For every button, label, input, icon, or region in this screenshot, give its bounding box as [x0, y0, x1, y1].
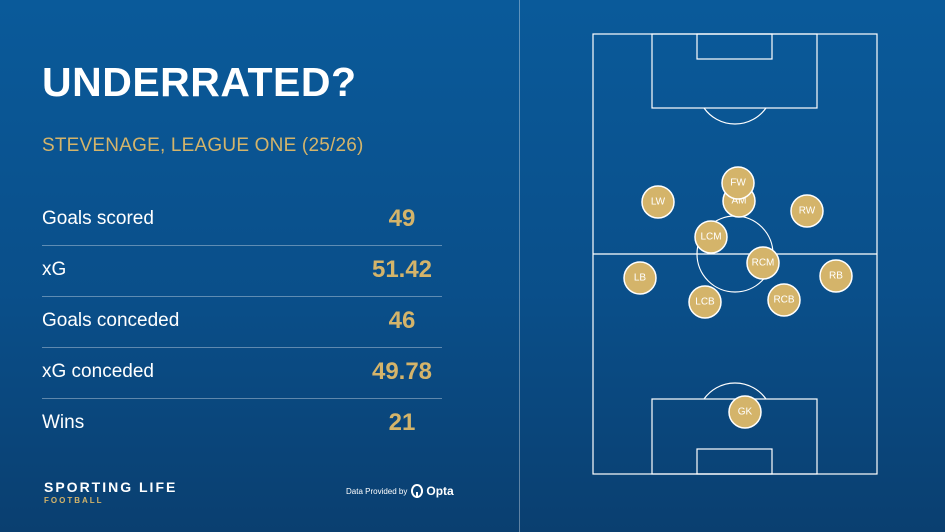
stat-row-xg: xG 51.42	[42, 246, 442, 297]
page-title: UNDERRATED?	[42, 59, 357, 105]
bottom-penalty-arc	[703, 382, 767, 400]
player-marker	[694, 220, 728, 254]
bottom-goal-box	[696, 448, 773, 475]
player-lb: LB	[623, 261, 657, 295]
player-position-label: LW	[651, 197, 666, 208]
stat-row-goals-conceded: Goals conceded 46	[42, 297, 442, 348]
player-position-label: LCB	[695, 297, 715, 308]
player-position-label: GK	[738, 407, 753, 418]
panel-divider	[519, 0, 520, 532]
top-penalty-box	[651, 33, 818, 109]
top-penalty-arc	[703, 107, 767, 125]
provider-name: Opta	[426, 484, 454, 498]
player-position-label: AM	[732, 196, 747, 207]
player-marker	[746, 246, 780, 280]
player-position-label: RW	[799, 206, 816, 217]
player-marker	[819, 259, 853, 293]
formation-players: LW AM FW RW LCM RCM LB RB LCB RCB GK	[623, 166, 853, 429]
stats-table: Goals scored 49 xG 51.42 Goals conceded …	[42, 195, 442, 449]
player-rw: RW	[790, 194, 824, 228]
player-position-label: RCB	[773, 295, 794, 306]
brand-name: SPORTING LIFE	[44, 479, 178, 495]
player-position-label: LB	[634, 273, 647, 284]
stat-label: Wins	[42, 412, 85, 433]
player-position-label: RB	[829, 271, 843, 282]
pitch-diagram: LW AM FW RW LCM RCM LB RB LCB RCB GK	[592, 33, 878, 475]
player-rcm: RCM	[746, 246, 780, 280]
player-lw: LW	[641, 185, 675, 219]
stat-value: 46	[388, 307, 416, 334]
player-position-label: FW	[730, 178, 746, 189]
stat-value: 49.78	[371, 358, 433, 385]
data-provider: Data Provided by Opta	[346, 484, 454, 498]
provider-text: Data Provided by	[346, 486, 408, 496]
stat-label: Goals conceded	[42, 310, 180, 331]
stat-value: 51.42	[371, 256, 433, 283]
player-lcm: LCM	[694, 220, 728, 254]
player-rcb: RCB	[767, 283, 801, 317]
player-marker	[721, 166, 755, 200]
stat-row-xg-conceded: xG conceded 49.78	[42, 348, 442, 399]
stat-label: xG	[42, 259, 67, 280]
stat-value: 21	[388, 409, 416, 436]
player-marker	[790, 194, 824, 228]
player-gk: GK	[728, 395, 762, 429]
top-goal-box	[696, 33, 773, 60]
stat-row-goals-scored: Goals scored 49	[42, 195, 442, 246]
brand-logo: SPORTING LIFE FOOTBALL	[44, 479, 177, 505]
player-marker	[623, 261, 657, 295]
opta-icon	[411, 484, 424, 498]
player-marker	[767, 283, 801, 317]
player-marker	[728, 395, 762, 429]
player-marker	[688, 285, 722, 319]
player-fw: FW	[721, 166, 755, 200]
page-subtitle: STEVENAGE, LEAGUE ONE (25/26)	[42, 135, 364, 156]
player-lcb: LCB	[688, 285, 722, 319]
stat-value: 49	[388, 205, 416, 232]
brand-section: FOOTBALL	[44, 496, 104, 505]
player-rb: RB	[819, 259, 853, 293]
player-position-label: RCM	[752, 258, 775, 269]
stat-label: Goals scored	[42, 208, 154, 229]
player-position-label: LCM	[700, 232, 721, 243]
player-marker	[641, 185, 675, 219]
stat-label: xG conceded	[42, 361, 154, 382]
stat-row-wins: Wins 21	[42, 399, 442, 449]
